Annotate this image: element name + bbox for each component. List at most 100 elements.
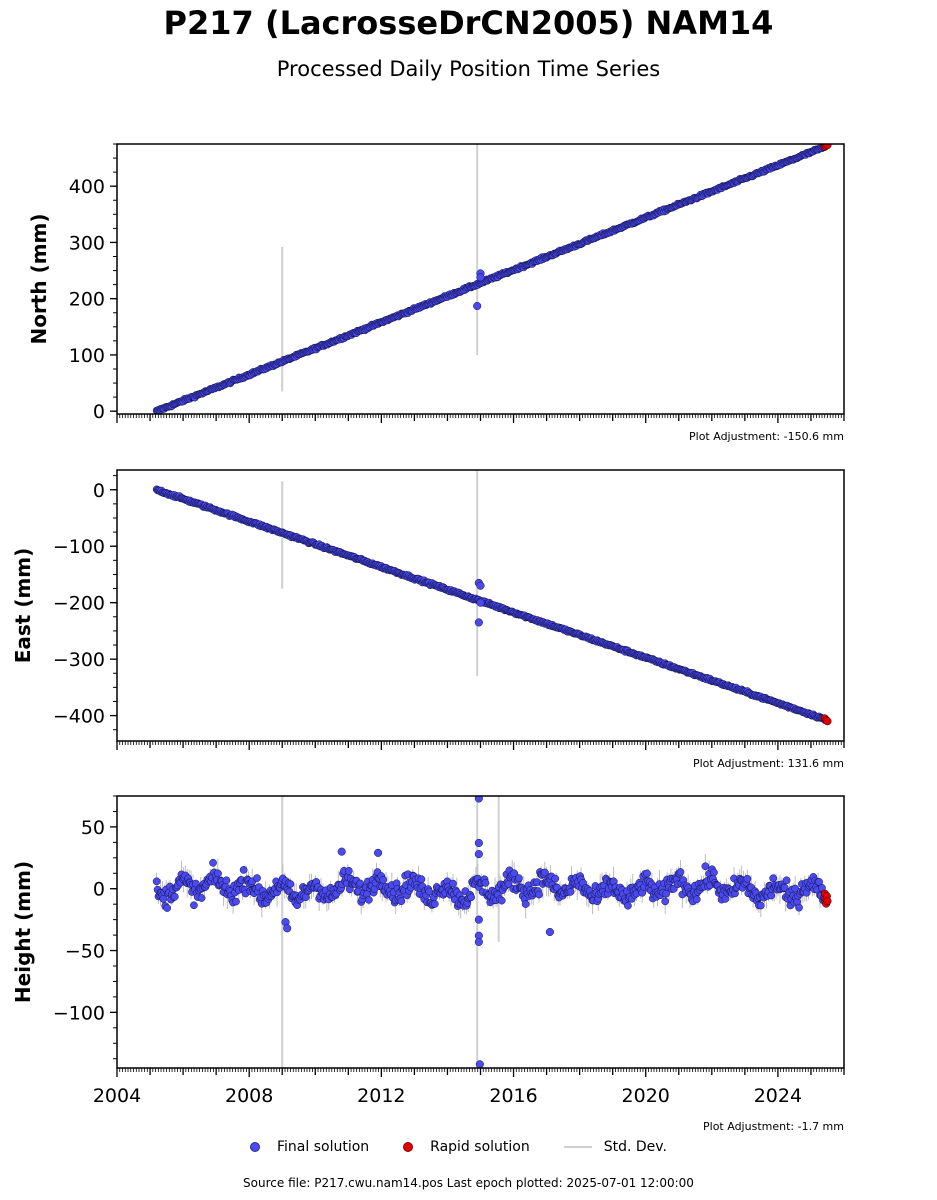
final-solution-point [213, 869, 222, 878]
final-solution-point [467, 893, 475, 902]
final-solution-point [521, 900, 530, 908]
y-tick-label-north: 0 [93, 401, 105, 423]
final-solution-point [209, 858, 217, 867]
final-solution-point [286, 880, 295, 888]
x-tick-label: 2012 [357, 1085, 405, 1107]
y-axis-label-north: North (mm) [27, 213, 51, 344]
legend-label-std: Std. Dev. [603, 1139, 667, 1155]
final-solution-point [152, 877, 161, 886]
source-footer: Source file: P217.cwu.nam14.pos Last epo… [243, 1176, 694, 1190]
final-solution-point [710, 868, 718, 877]
legend-item-final: Final solution [250, 1139, 369, 1155]
final-solution-point [767, 891, 776, 900]
plot-adjustment-east: Plot Adjustment: 131.6 mm [693, 757, 844, 770]
panel-height: 50 0 −50 −100 2004 2008 2012 2016 2020 2024 Height… [11, 795, 845, 1133]
final-solution-point [535, 890, 543, 899]
outlier-point-north-2 [476, 273, 485, 282]
y-axis-label-height: Height (mm) [11, 861, 35, 1003]
y-axis-label-east: East (mm) [11, 548, 35, 664]
final-solution-point [643, 869, 651, 878]
legend-item-std: Std. Dev. [563, 1139, 667, 1155]
final-solution-point [170, 892, 179, 901]
final-solution-point [661, 897, 670, 906]
y-tick-label-height: 50 [81, 817, 105, 839]
final-solution-point [497, 896, 506, 905]
final-solution-point [676, 868, 685, 876]
outlier-point-north-0 [473, 301, 482, 311]
y-tick-label-north: 400 [69, 176, 105, 198]
outlier-point-height-10 [374, 848, 383, 857]
final-solution-point [344, 866, 353, 875]
outlier-point-height-2 [474, 796, 483, 803]
y-tick-label-north: 200 [69, 289, 105, 311]
final-solution-point [417, 875, 426, 884]
rapid-solution-point-height-4 [823, 897, 832, 906]
chart-subtitle: Processed Daily Position Time Series [276, 57, 661, 81]
rapid-solution-marker [403, 1142, 414, 1152]
final-solution-point [566, 888, 575, 896]
y-tick-label-east: −400 [53, 706, 105, 728]
x-tick-label: 2004 [93, 1085, 141, 1107]
final-solution-point [481, 879, 490, 887]
panel-north: 0 100 200 300 400 North (mm) Plot Adjustment: … [27, 143, 845, 443]
outlier-point-east-2 [476, 581, 485, 590]
y-tick-label-east: −100 [53, 536, 105, 558]
x-tick-label: 2008 [225, 1085, 273, 1107]
final-solution-point [197, 894, 206, 902]
final-solution-point [190, 901, 198, 910]
final-solution-point [756, 901, 765, 910]
x-tick-label: 2016 [489, 1085, 537, 1107]
legend-item-rapid: Rapid solution [403, 1139, 530, 1155]
outlier-point-height-1 [283, 924, 292, 933]
final-solution-point [222, 876, 231, 885]
final-solution-point [379, 875, 388, 884]
outlier-point-height-8 [475, 1060, 484, 1068]
final-solution-point [239, 866, 248, 874]
plot-adjustment-north: Plot Adjustment: -150.6 mm [689, 430, 844, 443]
final-solution-point [430, 900, 439, 908]
final-solution-point [551, 874, 560, 883]
rapid-solution-point-north-2 [823, 144, 832, 150]
final-solution-point [365, 895, 373, 904]
final-points-height [152, 858, 829, 912]
outlier-point-height-5 [474, 915, 483, 924]
outlier-point-east-0 [474, 618, 483, 627]
y-tick-label-east: −200 [53, 593, 105, 615]
final-solution-point [624, 901, 632, 910]
outlier-point-height-9 [545, 927, 554, 937]
outlier-point-height-4 [474, 850, 483, 859]
outlier-point-height-7 [474, 937, 483, 946]
final-solution-point [782, 876, 791, 885]
x-tick-label: 2020 [622, 1085, 670, 1107]
y-tick-label-height: 0 [93, 879, 105, 901]
final-solution-marker [250, 1142, 260, 1152]
y-tick-label-height: −50 [65, 941, 105, 963]
rapid-solution-point-east-2 [823, 717, 832, 726]
final-solution-point [253, 874, 261, 882]
final-solution-point [662, 889, 671, 898]
final-points-north [152, 144, 829, 414]
final-solution-point [692, 895, 701, 904]
final-solution-point [540, 868, 549, 877]
chart-title: P217 (LacrosseDrCN2005) NAM14 [163, 4, 774, 42]
final-solution-point [701, 862, 710, 871]
final-solution-point [769, 874, 778, 883]
outlier-point-east-3 [476, 598, 485, 607]
y-tick-label-east: −300 [53, 649, 105, 671]
y-tick-label-height: −100 [53, 1002, 105, 1024]
std-dev-line-marker [563, 1146, 592, 1148]
final-solution-point [425, 887, 433, 896]
final-solution-point [795, 903, 803, 912]
final-solution-point [743, 874, 752, 883]
final-solution-point [449, 879, 457, 888]
final-solution-point [232, 897, 240, 906]
outlier-point-height-11 [337, 847, 346, 856]
plot-area-height [152, 796, 832, 1068]
legend-label-final: Final solution [277, 1139, 370, 1155]
plot-area-east [152, 470, 832, 726]
final-solution-point [515, 874, 523, 882]
panel-east: 0 −100 −200 −300 −400 East (mm) Plot Adjustmen… [11, 469, 845, 770]
plot-adjustment-height: Plot Adjustment: -1.7 mm [703, 1120, 844, 1133]
y-tick-label-east: 0 [93, 480, 105, 502]
